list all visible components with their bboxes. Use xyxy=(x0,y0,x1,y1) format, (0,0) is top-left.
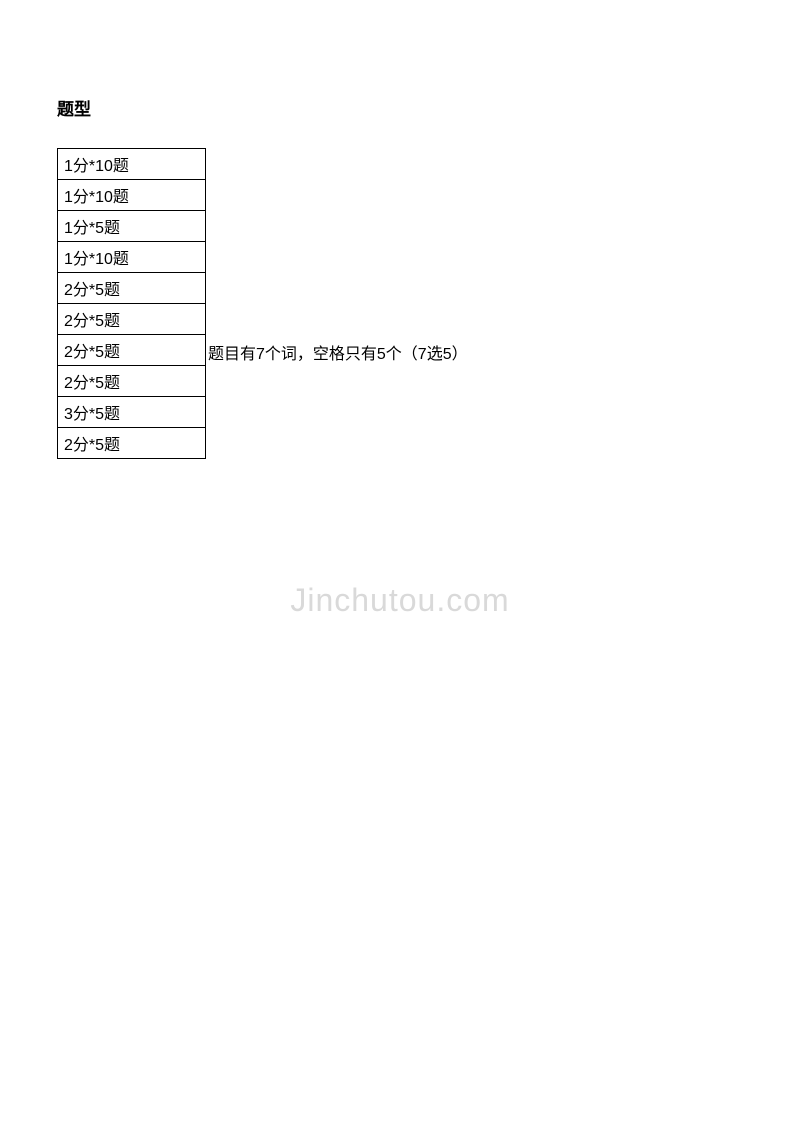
table-row: 1分*5题 xyxy=(58,211,206,242)
table-cell: 1分*10题 xyxy=(58,242,206,273)
table-cell: 2分*5题 xyxy=(58,428,206,459)
question-type-table: 1分*10题1分*10题1分*5题1分*10题2分*5题2分*5题2分*5题2分… xyxy=(57,148,206,459)
table-row: 2分*5题 xyxy=(58,304,206,335)
table-cell: 1分*5题 xyxy=(58,211,206,242)
table-cell: 2分*5题 xyxy=(58,366,206,397)
table-container: 1分*10题1分*10题1分*5题1分*10题2分*5题2分*5题2分*5题2分… xyxy=(57,148,743,459)
table-cell: 2分*5题 xyxy=(58,304,206,335)
table-row: 3分*5题 xyxy=(58,397,206,428)
table-row: 2分*5题 xyxy=(58,366,206,397)
row-note: 题目有7个词，空格只有5个（7选5） xyxy=(206,346,468,363)
table-cell: 1分*10题 xyxy=(58,180,206,211)
table-row: 2分*5题 xyxy=(58,273,206,304)
watermark-text: Jinchutou.com xyxy=(290,582,509,619)
table-row: 2分*5题 xyxy=(58,335,206,366)
table-row: 1分*10题 xyxy=(58,180,206,211)
table-cell: 1分*10题 xyxy=(58,149,206,180)
table-row: 2分*5题 xyxy=(58,428,206,459)
table-row: 1分*10题 xyxy=(58,242,206,273)
table-row: 1分*10题 xyxy=(58,149,206,180)
table-cell: 3分*5题 xyxy=(58,397,206,428)
table-cell: 2分*5题 xyxy=(58,335,206,366)
table-cell: 2分*5题 xyxy=(58,273,206,304)
page-title: 题型 xyxy=(57,95,743,120)
